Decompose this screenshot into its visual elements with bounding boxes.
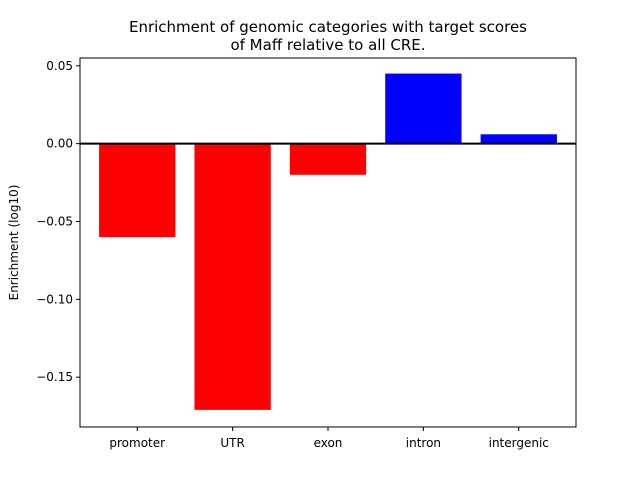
x-axis-ticks: promoter UTR exon intron intergenic [109, 427, 549, 450]
bar-intergenic [480, 134, 557, 144]
plot-area-frame [79, 57, 577, 428]
chart-title-line-1: Enrichment of genomic categories with ta… [129, 18, 527, 36]
chart-title-line-2: of Maff relative to all CRE. [230, 36, 425, 54]
bar-promoter [99, 143, 176, 238]
x-tick-label-exon: exon [314, 436, 343, 450]
y-tick-label: 0.00 [46, 137, 73, 151]
x-tick-label-intron: intron [406, 436, 441, 450]
y-tick-label: −0.10 [36, 292, 73, 306]
bar-exon [289, 143, 367, 175]
y-tick-label: −0.05 [36, 214, 73, 228]
y-tick-label: 0.05 [46, 59, 73, 73]
y-axis-ticks: 0.05 0.00 −0.05 −0.10 −0.15 [36, 59, 80, 384]
y-axis-label: Enrichment (log10) [7, 185, 21, 301]
x-tick-label-promoter: promoter [109, 436, 165, 450]
y-tick-label: −0.15 [36, 370, 73, 384]
x-tick-label-intergenic: intergenic [489, 436, 549, 450]
x-tick-label-UTR: UTR [220, 436, 244, 450]
bar-UTR [194, 143, 271, 410]
bar-intron [385, 73, 462, 144]
bars-group [99, 73, 557, 410]
